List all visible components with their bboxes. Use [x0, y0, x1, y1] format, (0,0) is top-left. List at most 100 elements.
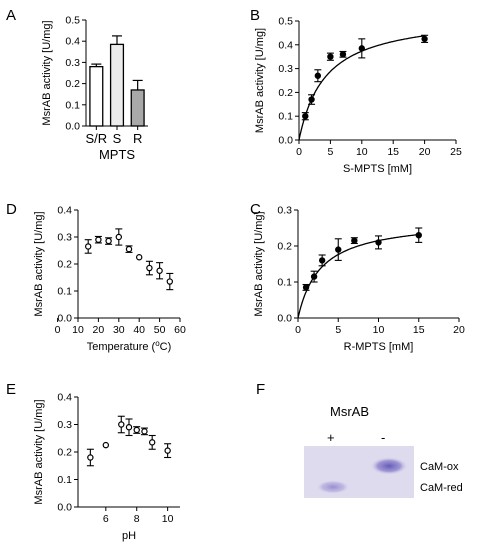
- panel-c-y-tick-label: 0.0: [277, 313, 292, 325]
- panel-b-y-tick-label: 0.4: [278, 39, 293, 51]
- panel-e-data-point: [102, 441, 110, 449]
- panel-d-y-tick-label: 0.4: [57, 205, 72, 217]
- blot-lane-minus: -: [381, 430, 385, 445]
- blot-band-ox: [370, 457, 408, 475]
- panel-c-data-point: [302, 284, 310, 291]
- panel-e-x-tick-label: 8: [134, 513, 140, 525]
- panel-a-y-tick-label: 0.5: [65, 15, 80, 27]
- panel-b-x-tick-label: 20: [419, 146, 431, 158]
- panel-d-y-axis-label: MsrAB activity [U/mg]: [33, 211, 45, 316]
- panel-a-bar-r: [130, 89, 145, 127]
- blot-title: MsrAB: [330, 404, 369, 419]
- panel-d-x-axis-label: Temperature (oC): [87, 339, 172, 353]
- panel-c-x-tick-label: 20: [453, 324, 465, 336]
- panel-b-data-point: [308, 96, 315, 103]
- panel-d-data-point: [166, 278, 173, 285]
- panel-b-x-tick-label: 0: [296, 146, 302, 158]
- panel-a-bar-s: [109, 43, 125, 127]
- panel-b-x-axis-label: S-MPTS [mM]: [343, 163, 412, 175]
- panel-a-y-tick-label: 0.3: [65, 57, 80, 69]
- panel-d-data-point: [156, 267, 163, 274]
- panel-b-x-tick-label: 15: [387, 146, 399, 158]
- panel-b-y-tick-label: 0.2: [278, 87, 293, 99]
- panel-letter-f: F: [256, 381, 265, 398]
- panel-c-data-point: [375, 239, 382, 246]
- panel-c-y-tick-label: 0.1: [277, 277, 292, 289]
- panel-e-data-point: [164, 447, 171, 454]
- panel-e-data-point: [133, 426, 140, 434]
- panel-letter-b: B: [250, 7, 260, 24]
- panel-d-x-tick-label: 50: [154, 324, 166, 336]
- panel-b-data-point: [421, 35, 428, 43]
- panel-b-y-tick-label: 0.1: [278, 111, 293, 123]
- panel-b-y-tick-label: 0.5: [278, 16, 293, 28]
- panel-e-data-point: [141, 428, 148, 435]
- panel-a-x-tick-label: S: [113, 131, 122, 146]
- panel-d-y-tick-label: 0.2: [57, 259, 72, 271]
- panel-a-y-tick-label: 0.1: [65, 99, 80, 111]
- panel-c-y-axis-label: MsrAB activity [U/mg]: [253, 211, 265, 316]
- panel-b-data-point: [302, 112, 309, 120]
- panel-e-y-tick-label: 0.4: [57, 392, 72, 404]
- panel-a-x-axis-label: MPTS: [99, 147, 135, 162]
- panel-b-y-axis-label: MsrAB activity [U/mg]: [254, 28, 266, 133]
- blot-label-ox: CaM-ox: [420, 461, 459, 473]
- panel-e-y-axis-label: MsrAB activity [U/mg]: [33, 399, 45, 504]
- panel-a-y-tick-label: 0.4: [65, 36, 80, 48]
- panel-c-data-point: [335, 246, 342, 253]
- panel-c-y-tick-label: 0.2: [277, 241, 292, 253]
- panel-e-data-point: [125, 424, 133, 431]
- panel-d-x-tick-label: 30: [113, 324, 125, 336]
- panel-c-x-tick-label: 10: [373, 324, 385, 336]
- panel-d-temperature-profile: 0.0 0.1 0.2 0.3 0.4 MsrAB activity [U/mg] 0 10 2…: [33, 205, 186, 354]
- panel-letter-a: A: [6, 7, 16, 24]
- panel-d-x-axis-label-tail: C): [160, 341, 172, 353]
- panel-letter-c: C: [250, 201, 261, 218]
- panel-e-data-point: [118, 421, 125, 428]
- panel-b-data-point: [339, 51, 347, 58]
- panel-c-x-axis-label: R-MPTS [mM]: [344, 341, 414, 353]
- panel-d-x-tick-label: 0: [55, 324, 61, 336]
- panel-d-data-point: [146, 264, 153, 272]
- panel-b-x-tick-label: 25: [450, 146, 462, 158]
- blot-label-red: CaM-red: [420, 482, 463, 494]
- panel-d-data-point: [115, 233, 123, 241]
- panel-e-y-tick-label: 0.1: [57, 474, 72, 486]
- panel-b-x-tick-label: 5: [327, 146, 333, 158]
- panel-d-x-tick-label: 10: [72, 324, 84, 336]
- panel-d-x-tick-label: 40: [133, 324, 145, 336]
- panel-d-data-point: [125, 245, 133, 253]
- panel-c-x-tick-label: 5: [335, 324, 341, 336]
- panel-c-x-tick-label: 15: [413, 324, 425, 336]
- panel-a-x-tick-label: R: [133, 131, 142, 146]
- panel-e-y-tick-label: 0.2: [57, 447, 72, 459]
- panel-d-data-point: [95, 236, 102, 243]
- panel-d-y-tick-label: 0.0: [57, 313, 72, 325]
- panel-f-gel-blot: MsrAB + - CaM-ox CaM-red: [304, 404, 463, 498]
- panel-d-y-tick-label: 0.1: [57, 286, 72, 298]
- panel-c-y-tick-label: 0.3: [277, 205, 292, 217]
- panel-b-data-point: [327, 53, 334, 60]
- panel-a-y-axis-label: MsrAB activity [U/mg]: [41, 20, 53, 125]
- panel-d-data-point: [105, 237, 112, 245]
- panel-c-fit-curve: [297, 233, 419, 319]
- panel-c-data-point: [310, 273, 318, 280]
- panel-a-y-tick-label: 0.2: [65, 78, 80, 90]
- panel-e-data-point: [87, 454, 94, 461]
- panel-e-ph-profile: 0.0 0.1 0.2 0.3 0.4 MsrAB activity [U/mg] 6 8 10…: [33, 392, 180, 542]
- panel-d-x-tick-label: 60: [174, 324, 186, 336]
- panel-e-data-point: [148, 439, 156, 446]
- panel-d-x-tick-label: 20: [93, 324, 105, 336]
- panel-b-y-tick-label: 0.0: [278, 135, 293, 147]
- panel-c-data-point: [415, 231, 422, 239]
- panel-a-x-tick-label: S/R: [85, 131, 107, 146]
- panel-b-s-mpts-kinetics: 0.0 0.1 0.2 0.3 0.4 0.5 MsrAB activity [U/mg] 0…: [254, 16, 462, 176]
- panel-e-y-tick-label: 0.0: [57, 502, 72, 514]
- panel-letter-d: D: [6, 201, 17, 218]
- panel-letter-e: E: [6, 381, 16, 398]
- panel-e-y-tick-label: 0.3: [57, 419, 72, 431]
- panel-d-data-point: [84, 243, 92, 250]
- panel-a-bar-chart: 0.0 0.1 0.2 0.3 0.4 0.5 MsrAB activity [U/mg] S…: [41, 15, 148, 162]
- panel-d-x-axis-label-main: Temperature (: [87, 341, 156, 353]
